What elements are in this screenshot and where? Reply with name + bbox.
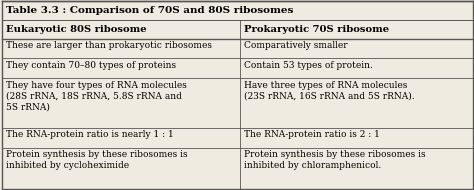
Text: Eukaryotic 80S ribosome: Eukaryotic 80S ribosome xyxy=(6,25,147,34)
Bar xyxy=(2,128,240,148)
Text: They have four types of RNA molecules
(28S rRNA, 18S rRNA, 5.8S rRNA and
5S rRNA: They have four types of RNA molecules (2… xyxy=(6,81,187,111)
Bar xyxy=(240,59,473,78)
Text: The RNA-protein ratio is 2 : 1: The RNA-protein ratio is 2 : 1 xyxy=(244,131,380,139)
Bar xyxy=(2,78,240,128)
Text: Protein synthesis by these ribosomes is
inhibited by cycloheximide: Protein synthesis by these ribosomes is … xyxy=(6,150,188,170)
Bar xyxy=(2,59,240,78)
Text: Have three types of RNA molecules
(23S rRNA, 16S rRNA and 5S rRNA).: Have three types of RNA molecules (23S r… xyxy=(244,81,414,101)
Bar xyxy=(240,78,473,128)
Bar xyxy=(2,20,473,39)
Text: Comparatively smaller: Comparatively smaller xyxy=(244,41,347,50)
Text: Contain 53 types of protein.: Contain 53 types of protein. xyxy=(244,61,373,70)
Text: The RNA-protein ratio is nearly 1 : 1: The RNA-protein ratio is nearly 1 : 1 xyxy=(6,131,174,139)
Bar xyxy=(240,128,473,148)
Text: Table 3.3 : Comparison of 70S and 80S ribosomes: Table 3.3 : Comparison of 70S and 80S ri… xyxy=(6,6,293,15)
Text: These are larger than prokaryotic ribosomes: These are larger than prokaryotic riboso… xyxy=(6,41,212,50)
Bar xyxy=(2,39,240,59)
Bar xyxy=(240,148,473,189)
Bar xyxy=(240,39,473,59)
Text: They contain 70–80 types of proteins: They contain 70–80 types of proteins xyxy=(6,61,176,70)
Bar xyxy=(2,148,240,189)
Text: Prokaryotic 70S ribosome: Prokaryotic 70S ribosome xyxy=(244,25,389,34)
Text: Protein synthesis by these ribosomes is
inhibited by chloramphenicol.: Protein synthesis by these ribosomes is … xyxy=(244,150,426,170)
Bar xyxy=(2,1,473,20)
